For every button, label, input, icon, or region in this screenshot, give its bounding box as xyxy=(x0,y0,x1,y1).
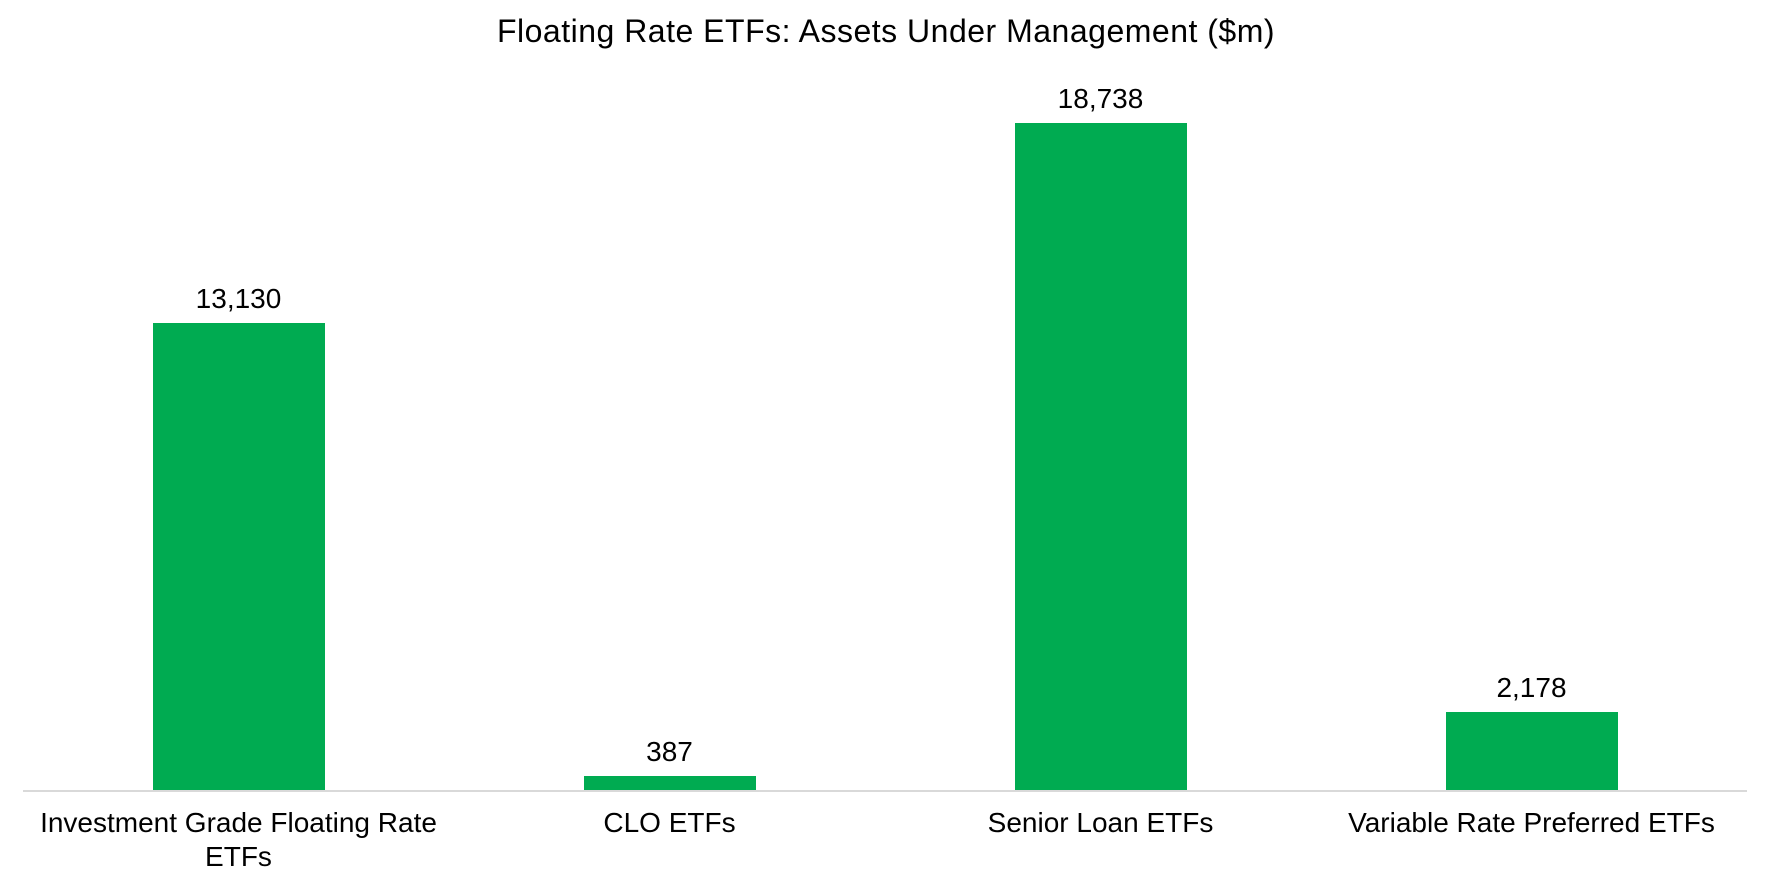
bar-value-label: 2,178 xyxy=(1496,672,1567,704)
bar-value-label: 13,130 xyxy=(195,283,282,315)
bar-group: 2,178 xyxy=(1316,78,1747,790)
bar-group: 18,738 xyxy=(885,78,1316,790)
chart-title: Floating Rate ETFs: Assets Under Managem… xyxy=(496,13,1276,49)
bar xyxy=(583,776,756,790)
category-axis: Investment Grade Floating Rate ETFs CLO E… xyxy=(23,806,1747,874)
plot-area: 13,130 387 18,738 2,178 xyxy=(23,78,1747,790)
bar xyxy=(152,323,325,790)
bar xyxy=(1445,712,1618,790)
category-label: Investment Grade Floating Rate ETFs xyxy=(40,807,437,873)
bar-group: 13,130 xyxy=(23,78,454,790)
x-axis-line xyxy=(23,790,1747,792)
bar xyxy=(1014,123,1187,790)
bar-value-label: 387 xyxy=(646,736,693,768)
category-label: Variable Rate Preferred ETFs xyxy=(1348,807,1715,838)
category-label: CLO ETFs xyxy=(603,807,736,838)
bar-group: 387 xyxy=(454,78,885,790)
bar-value-label: 18,738 xyxy=(1057,83,1144,115)
category-label: Senior Loan ETFs xyxy=(987,807,1214,838)
